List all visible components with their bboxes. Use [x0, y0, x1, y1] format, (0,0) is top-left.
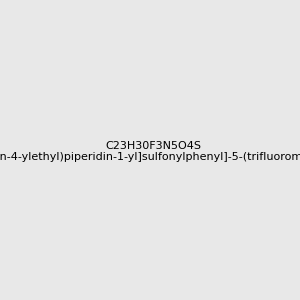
Text: C23H30F3N5O4S
2-methyl-N-[4-[2-(2-morpholin-4-ylethyl)piperidin-1-yl]sulfonylphe: C23H30F3N5O4S 2-methyl-N-[4-[2-(2-morpho… [0, 141, 300, 162]
